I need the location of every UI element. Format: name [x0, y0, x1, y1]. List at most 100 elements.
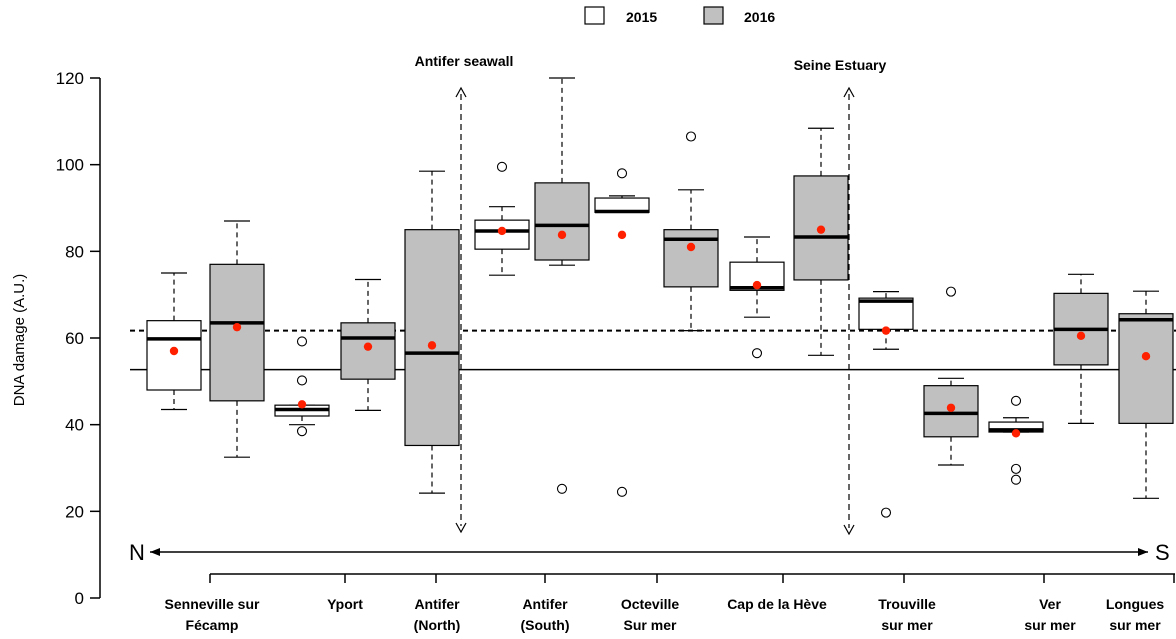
mean-point	[427, 341, 437, 350]
outlier-point	[616, 168, 628, 179]
iqr-box	[534, 182, 590, 261]
box-2016	[340, 278, 396, 411]
mean-point	[557, 230, 567, 240]
y-tick-label: 20	[65, 502, 84, 521]
site-label-line2: Sur mer	[624, 617, 677, 633]
arrowhead-north	[150, 548, 160, 556]
y-tick-label: 0	[75, 589, 84, 608]
box-2015	[729, 236, 785, 359]
site-label-line1: Longues	[1106, 596, 1165, 612]
y-axis: 0 20 40 60 80 100 120	[56, 69, 101, 608]
mean-point	[497, 226, 507, 236]
outlier-point	[1010, 474, 1022, 485]
box-2016	[209, 220, 265, 458]
site-label-line2: (South)	[521, 617, 570, 633]
legend: 2015 2016	[584, 6, 775, 25]
site-label-line1: Octeville	[621, 596, 680, 612]
site-label-line1: Trouville	[878, 596, 936, 612]
arrowhead-south	[1138, 548, 1148, 556]
box-2015	[474, 161, 530, 276]
site-label-line2: Fécamp	[186, 617, 239, 633]
annotations: Antifer seawall Seine Estuary	[415, 53, 887, 536]
annotation-arrowhead-down	[455, 522, 467, 534]
mean-point	[617, 230, 627, 240]
y-tick-label: 120	[56, 69, 84, 88]
legend-label-2015: 2015	[626, 9, 657, 25]
mean-point	[881, 326, 891, 335]
y-axis-label: DNA damage (A.U.)	[11, 274, 28, 407]
site-label-line2: (North)	[414, 617, 461, 633]
y-tick-label: 80	[65, 242, 84, 261]
box-2015	[594, 168, 650, 497]
iqr-box	[209, 263, 265, 402]
annotation-label: Seine Estuary	[794, 57, 887, 73]
annotation-arrowhead-up	[843, 86, 855, 98]
box-2015	[858, 291, 914, 518]
direction-label-south: S	[1155, 540, 1170, 565]
direction-label-north: N	[129, 540, 145, 565]
site-label-line1: Antifer	[414, 596, 460, 612]
mean-point	[1141, 352, 1151, 361]
mean-point	[297, 400, 307, 409]
site-label-line1: Ver	[1039, 596, 1061, 612]
site-label-line2: sur mer	[881, 617, 933, 633]
outlier-point	[296, 375, 308, 386]
outlier-point	[1010, 395, 1022, 406]
y-tick-label: 100	[56, 156, 84, 175]
outlier-point	[685, 131, 697, 142]
mean-point	[752, 280, 762, 290]
mean-point	[363, 342, 373, 351]
north-south-axis: N S	[129, 540, 1170, 565]
legend-swatch-2016	[703, 6, 724, 25]
iqr-box	[729, 261, 785, 291]
annotation-arrowhead-down	[843, 524, 855, 536]
outlier-point	[880, 507, 892, 518]
mean-point	[1076, 331, 1086, 341]
box-2016	[1118, 290, 1174, 499]
site-label-line1: Cap de la Hève	[727, 596, 827, 612]
y-tick-label: 60	[65, 329, 84, 348]
mean-point	[816, 225, 826, 234]
mean-point	[946, 403, 956, 412]
site-axis: Senneville sur Fécamp Yport Antifer (North) A…	[165, 573, 1175, 633]
iqr-box	[340, 322, 396, 380]
box-2015	[988, 395, 1044, 485]
iqr-box	[1118, 313, 1174, 424]
y-tick-label: 40	[65, 416, 84, 435]
outlier-point	[296, 336, 308, 347]
box-series	[146, 77, 1174, 518]
outlier-point	[1010, 463, 1022, 474]
mean-point	[232, 322, 242, 332]
annotation-arrowhead-up	[455, 86, 467, 98]
annotation-label: Antifer seawall	[415, 53, 514, 69]
box-2016	[923, 286, 979, 466]
box-2016	[404, 170, 460, 494]
mean-point	[686, 242, 696, 252]
box-2016	[793, 127, 849, 356]
site-label-line1: Senneville sur	[165, 596, 260, 612]
outlier-point	[496, 161, 508, 172]
site-label-line1: Yport	[327, 596, 363, 612]
iqr-box	[146, 320, 202, 391]
outlier-point	[296, 426, 308, 437]
iqr-box	[404, 229, 460, 447]
mean-point	[169, 346, 179, 356]
outlier-point	[616, 486, 628, 497]
box-2015	[146, 272, 202, 411]
outlier-point	[556, 483, 568, 494]
legend-label-2016: 2016	[744, 9, 775, 25]
reference-lines	[130, 329, 1176, 371]
site-label-line2: sur mer	[1109, 617, 1161, 633]
legend-swatch-2015	[584, 6, 605, 25]
site-label-line2: sur mer	[1024, 617, 1076, 633]
site-label-line1: Antifer	[522, 596, 568, 612]
box-2016	[1053, 273, 1109, 424]
box-2015	[274, 336, 330, 437]
mean-point	[1011, 429, 1021, 438]
outlier-point	[751, 348, 763, 359]
box-2016	[534, 77, 590, 494]
outlier-point	[945, 286, 957, 297]
box-2016	[663, 131, 719, 332]
iqr-box	[858, 297, 914, 330]
